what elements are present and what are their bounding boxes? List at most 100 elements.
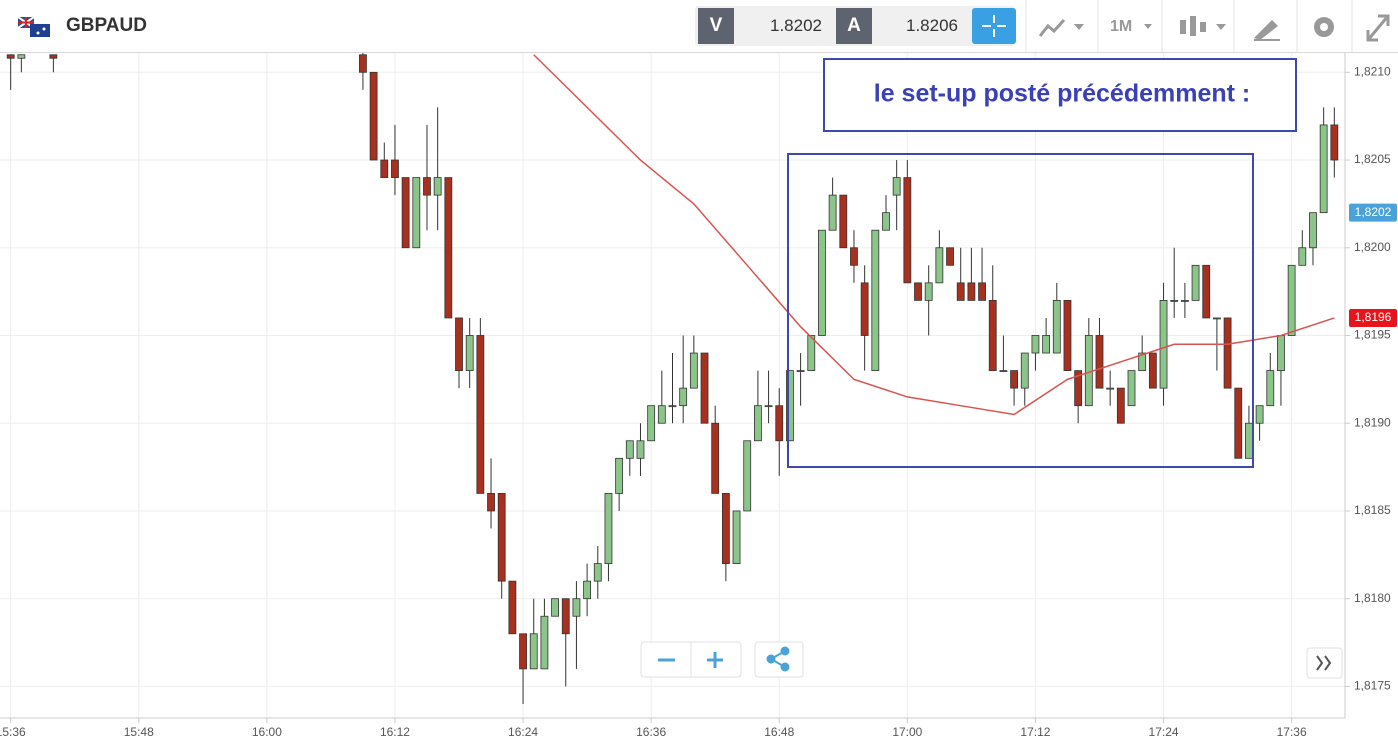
buy-button[interactable]: A — [836, 8, 872, 44]
scroll-right[interactable] — [1306, 647, 1343, 679]
buy-price: 1.8206 — [906, 16, 958, 35]
zoom-controls — [640, 641, 1343, 679]
candle-body — [775, 405, 784, 442]
candle-body — [946, 247, 954, 266]
x-tick-label: 16:12 — [380, 725, 410, 739]
chart-type-icon[interactable] — [1038, 18, 1084, 37]
candle-body — [1202, 264, 1211, 319]
toolbar-icons — [1025, 0, 1390, 52]
candle-body — [903, 177, 912, 284]
flag-icon — [18, 17, 50, 37]
x-tick-label: 16:24 — [508, 725, 538, 739]
y-tick-label: 1,8175 — [1354, 679, 1391, 693]
candle-body — [1234, 387, 1243, 459]
candles-icon[interactable] — [1180, 16, 1226, 36]
candle-body — [1330, 124, 1339, 161]
candle-body — [1170, 300, 1179, 302]
candle-body — [540, 615, 549, 670]
candle-body — [1084, 335, 1093, 407]
candle-body — [444, 177, 453, 319]
price-tag-label: 1,8196 — [1355, 310, 1392, 324]
candle-body — [1266, 370, 1275, 407]
sell-button[interactable]: V — [698, 8, 734, 44]
candle-body — [828, 194, 837, 231]
scroll-icon — [1316, 655, 1332, 671]
candle-body — [508, 580, 517, 635]
candle-body — [17, 54, 26, 59]
price-tag-label: 1,8202 — [1355, 205, 1392, 219]
y-tick-label: 1,8180 — [1354, 591, 1391, 605]
candle-body — [412, 177, 421, 249]
y-tick-label: 1,8210 — [1354, 64, 1391, 78]
candle-body — [807, 335, 816, 371]
candle-body — [956, 282, 965, 301]
candle-body — [1010, 370, 1018, 389]
candle-body — [1277, 335, 1285, 371]
y-tick-label: 1,8205 — [1354, 152, 1391, 166]
zoom-in[interactable] — [707, 652, 723, 668]
candle-body — [1148, 352, 1157, 389]
candle-body — [1052, 300, 1061, 354]
candle-body — [1074, 370, 1083, 407]
candle-body — [860, 282, 869, 336]
candle-body — [359, 54, 367, 73]
candle-body — [497, 493, 506, 582]
candle-body — [850, 247, 858, 266]
candle-body — [583, 580, 592, 600]
candle-body — [1255, 405, 1264, 424]
candle-body — [1180, 300, 1189, 302]
candle-body — [1223, 317, 1232, 389]
candle-body — [561, 598, 570, 635]
candle-body — [401, 177, 410, 249]
y-tick-label: 1,8185 — [1354, 503, 1391, 517]
timeframe[interactable]: 1M — [1110, 18, 1133, 35]
candle-body — [369, 71, 378, 161]
candle-body — [764, 405, 773, 408]
candle-body — [721, 493, 730, 564]
symbol: GBPAUD — [66, 15, 147, 36]
candle-body — [914, 282, 922, 301]
share-icon — [766, 646, 790, 672]
toolbar: GBPAUD V 1.8202 A 1.8206 1M — [0, 0, 1398, 53]
candle-body — [753, 405, 762, 442]
candle-body — [1116, 387, 1125, 424]
x-tick-label: 17:00 — [892, 725, 922, 739]
crosshair-button[interactable] — [972, 8, 1016, 44]
candle-body — [380, 159, 389, 178]
candle-body — [1213, 317, 1221, 320]
candle-body — [1138, 352, 1147, 371]
candle-body — [935, 247, 944, 284]
candle-body — [465, 335, 474, 371]
share-button[interactable] — [754, 641, 804, 678]
sell-price: 1.8202 — [770, 16, 822, 35]
candle-body — [732, 510, 741, 564]
x-tick-label: 15:36 — [0, 725, 26, 739]
timeframe-caret[interactable] — [1144, 24, 1152, 29]
x-tick-label: 16:36 — [636, 725, 666, 739]
candle-body — [796, 370, 805, 372]
candle-body — [6, 54, 15, 59]
x-tick-label: 17:24 — [1149, 725, 1179, 739]
candle-body — [871, 229, 880, 371]
annotation: le set-up posté précédemment : — [874, 80, 1250, 108]
candle-body — [743, 440, 752, 512]
expand-icon[interactable] — [1366, 14, 1390, 42]
settings-icon[interactable] — [1314, 17, 1334, 37]
candle-body — [967, 282, 976, 301]
draw-icon[interactable] — [1254, 20, 1280, 41]
candle-body — [615, 457, 624, 494]
candle-body — [689, 352, 698, 389]
candle-body — [1298, 247, 1307, 266]
setup-box — [787, 153, 1254, 468]
candle-body — [988, 300, 997, 371]
candle-body — [593, 563, 602, 582]
candle-body — [818, 229, 826, 336]
candle-body — [604, 493, 613, 564]
y-tick-label: 1,8190 — [1354, 415, 1391, 429]
candle-body — [647, 405, 656, 442]
candle-body — [839, 194, 848, 249]
candle-body — [700, 352, 709, 424]
candle-body — [786, 370, 794, 442]
price-tag — [1349, 308, 1397, 327]
